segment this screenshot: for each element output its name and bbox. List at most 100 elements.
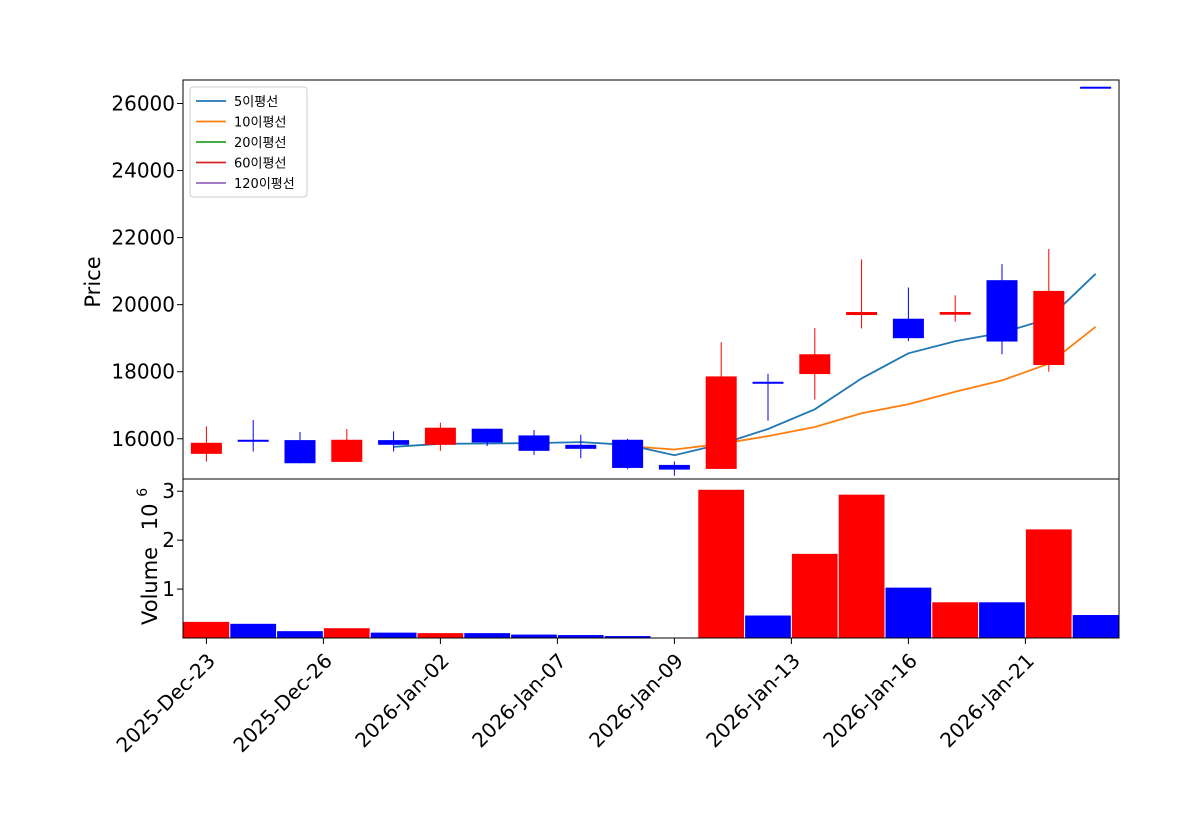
date-tick-label: 2025-Dec-26: [228, 649, 337, 758]
volume-tick-label: 2: [162, 528, 175, 552]
candle-body: [518, 435, 550, 451]
legend-label: 60이평선: [234, 157, 286, 172]
volume-bar: [978, 601, 1026, 639]
volume-bar: [322, 627, 371, 639]
candle: [892, 287, 924, 342]
price-tick-label: 26000: [111, 91, 175, 115]
moving-average-lines: [393, 273, 1097, 457]
volume-tick-label: 1: [162, 577, 175, 601]
candle-body: [892, 318, 924, 339]
candle: [1033, 248, 1065, 372]
candle-body: [237, 439, 269, 442]
candle: [705, 342, 737, 469]
date-tick-label: 2026-Jan-16: [818, 649, 922, 753]
volume-bar: [463, 632, 512, 639]
candle-body: [612, 439, 644, 468]
candle: [424, 422, 456, 451]
candle-body: [284, 440, 316, 464]
legend-box: [189, 86, 308, 198]
candle-body: [752, 381, 784, 384]
candle-body: [705, 376, 737, 469]
volume-tick-label: 3: [162, 479, 175, 503]
volume-axis-label: Volume 10 6: [135, 488, 162, 625]
volume-bar: [884, 586, 933, 639]
date-tick-label: 2026-Jan-09: [584, 649, 688, 753]
price-plot-frame: [182, 79, 1120, 480]
legend-item: 10이평선: [196, 116, 286, 131]
date-tick-label: 2026-Jan-07: [467, 649, 571, 753]
candle: [752, 373, 784, 421]
volume-panel: 1 2 3 Volume 10 6: [135, 478, 1120, 639]
candle: [612, 438, 644, 470]
candle: [799, 328, 831, 400]
price-tick-label: 16000: [111, 427, 175, 451]
price-panel: 16000 18000 20000 22000 24000 26000 Price: [81, 79, 1120, 480]
volume-bar: [229, 622, 278, 639]
candle: [518, 430, 550, 455]
candle: [939, 295, 971, 322]
volume-label-text: Volume: [138, 547, 162, 625]
volume-bar: [556, 634, 605, 639]
legend-label: 10이평선: [234, 116, 286, 131]
price-ticks: 16000 18000 20000 22000 24000 26000: [111, 91, 183, 451]
candle: [846, 259, 878, 329]
volume-multiplier-exponent: 6: [135, 488, 151, 497]
candle: [378, 431, 410, 452]
price-tick-label: 22000: [111, 226, 175, 250]
volume-bar: [931, 601, 980, 639]
candle-body: [1033, 290, 1065, 365]
ma5-line: [393, 273, 1097, 457]
candle-body: [658, 464, 690, 470]
candle: [565, 434, 597, 459]
candles: [190, 86, 1112, 476]
candle: [190, 426, 222, 462]
candle-body: [331, 439, 363, 462]
date-axis: 2025-Dec-23 2025-Dec-26 2026-Jan-02 2026-Ja…: [111, 638, 1039, 757]
date-tick-label: 2026-Jan-13: [701, 649, 805, 753]
ma10-line: [627, 326, 1097, 451]
volume-bar: [1071, 614, 1120, 639]
candle: [331, 429, 363, 462]
candle: [986, 264, 1018, 355]
candle-body: [1080, 86, 1112, 89]
legend-item: 120이평선: [196, 177, 295, 192]
candle-body: [190, 442, 222, 454]
candle-body: [471, 428, 503, 443]
candle-body: [939, 312, 971, 315]
candle: [471, 428, 503, 447]
volume-bar: [1024, 528, 1073, 639]
candle-body: [846, 312, 878, 316]
volume-plot-frame: [182, 478, 1120, 639]
volume-bar: [744, 614, 792, 639]
volume-bar: [837, 493, 886, 639]
date-tick-label: 2026-Jan-21: [935, 649, 1039, 753]
candle-body: [565, 444, 597, 449]
legend-label: 5이평선: [234, 95, 278, 110]
volume-bar: [416, 632, 465, 639]
candle-body: [799, 354, 831, 375]
price-tick-label: 18000: [111, 360, 175, 384]
candle-body: [424, 427, 456, 445]
volume-multiplier-base: 10: [138, 503, 162, 530]
candle: [1080, 86, 1112, 89]
legend-item: 20이평선: [196, 136, 286, 151]
volume-bar: [697, 488, 746, 639]
price-tick-label: 24000: [111, 159, 175, 183]
volume-bar: [510, 633, 558, 639]
price-axis-label: Price: [81, 256, 105, 307]
legend-item: 60이평선: [196, 157, 286, 172]
volume-bar: [276, 630, 324, 639]
volume-bars: [182, 488, 1120, 639]
volume-bar: [369, 631, 418, 639]
candle: [658, 461, 690, 476]
date-tick-label: 2026-Jan-02: [350, 649, 454, 753]
volume-bar: [790, 552, 839, 639]
legend-item: 5이평선: [196, 95, 278, 110]
volume-ticks: 1 2 3: [162, 479, 183, 601]
legend: 5이평선 10이평선 20이평선 60이평선 120이평선: [189, 86, 308, 198]
candle: [237, 419, 269, 452]
candle: [284, 432, 316, 464]
price-tick-label: 20000: [111, 293, 175, 317]
date-tick-label: 2025-Dec-23: [111, 649, 220, 758]
